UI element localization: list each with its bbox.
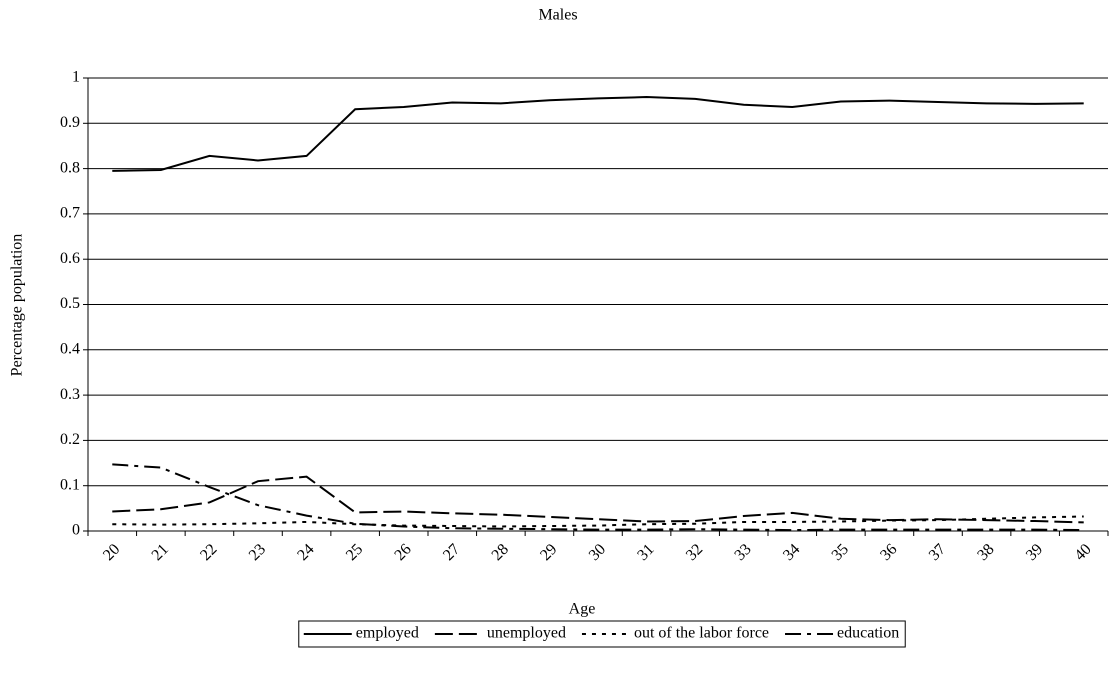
legend: employed unemployed out of the labor force… — [298, 620, 906, 648]
y-tick-label: 0.7 — [60, 205, 80, 222]
x-tick-label: 35 — [829, 541, 852, 564]
x-tick-label: 38 — [974, 541, 997, 564]
x-tick-label: 21 — [149, 541, 172, 564]
x-tick-label: 24 — [294, 541, 317, 564]
y-tick-label: 0.5 — [60, 295, 80, 312]
x-tick-label: 36 — [877, 541, 900, 564]
series-line — [112, 463, 1084, 532]
y-tick-label: 0 — [72, 522, 80, 539]
y-tick-label: 0.2 — [60, 431, 80, 448]
x-tick-label: 30 — [586, 541, 609, 564]
x-tick-label: 34 — [780, 541, 803, 564]
x-tick-label: 25 — [343, 541, 366, 564]
y-axis-label: Percentage population — [9, 234, 26, 377]
x-tick-label: 23 — [246, 541, 269, 564]
x-tick-label: 40 — [1071, 541, 1094, 564]
x-tick-label: 28 — [489, 541, 512, 564]
series-line — [112, 96, 1084, 172]
x-tick-label: 31 — [634, 541, 657, 564]
y-tick-label: 1 — [72, 69, 80, 86]
x-tick-label: 27 — [440, 541, 463, 564]
series-line — [112, 475, 1084, 524]
y-tick-label: 0.6 — [60, 250, 80, 267]
x-axis-label: Age — [569, 601, 596, 618]
y-tick-label: 0.3 — [60, 386, 80, 403]
x-tick-label: 37 — [926, 541, 949, 564]
legend-label: out of the labor force — [634, 625, 769, 642]
chart-title: Males — [538, 7, 577, 24]
legend-label: education — [837, 625, 899, 642]
legend-label: employed — [356, 625, 419, 642]
x-tick-label: 22 — [197, 541, 220, 564]
x-tick-label: 32 — [683, 541, 706, 564]
x-tick-label: 29 — [537, 541, 560, 564]
y-tick-label: 0.9 — [60, 114, 80, 131]
x-tick-label: 20 — [100, 541, 123, 564]
legend-label: unemployed — [487, 625, 566, 642]
x-tick-label: 26 — [391, 541, 414, 564]
y-tick-label: 0.1 — [60, 476, 80, 493]
series-line — [112, 515, 1084, 528]
y-tick-label: 0.4 — [60, 340, 80, 357]
x-tick-label: 39 — [1023, 541, 1046, 564]
legend-box — [298, 620, 906, 648]
x-tick-label: 33 — [731, 541, 754, 564]
y-tick-label: 0.8 — [60, 159, 80, 176]
